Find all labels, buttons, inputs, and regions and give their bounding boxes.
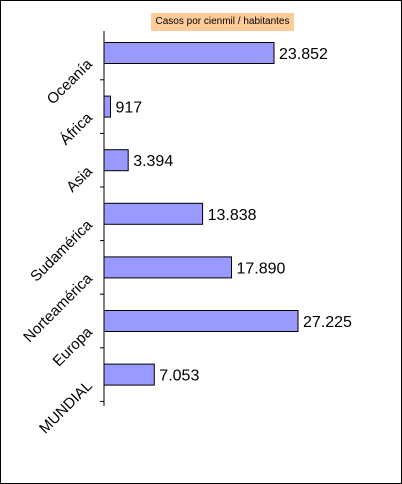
bar-0	[103, 42, 275, 64]
data-label-2: 3.394	[133, 153, 173, 170]
chart-legend: Casos por cienmil / habitantes	[151, 13, 294, 31]
category-label-2: Asia	[63, 163, 96, 196]
bar-6	[103, 363, 155, 386]
category-label-5: Europa	[50, 323, 97, 370]
data-label-5: 27.225	[303, 314, 352, 331]
category-label-1: África	[57, 109, 97, 149]
data-label-1: 917	[116, 100, 143, 117]
bar-5	[103, 310, 299, 332]
category-label-6: MUNDIAL	[36, 377, 96, 437]
bar-4	[103, 256, 232, 279]
bar-1	[103, 95, 111, 118]
data-label-6: 7.053	[159, 368, 199, 385]
bar-3	[103, 202, 204, 225]
data-label-4: 17.890	[237, 260, 286, 277]
category-label-0: Oceanía	[44, 55, 97, 108]
data-label-3: 13.838	[208, 207, 257, 224]
data-label-0: 23.852	[279, 46, 328, 63]
bar-2	[103, 149, 129, 172]
